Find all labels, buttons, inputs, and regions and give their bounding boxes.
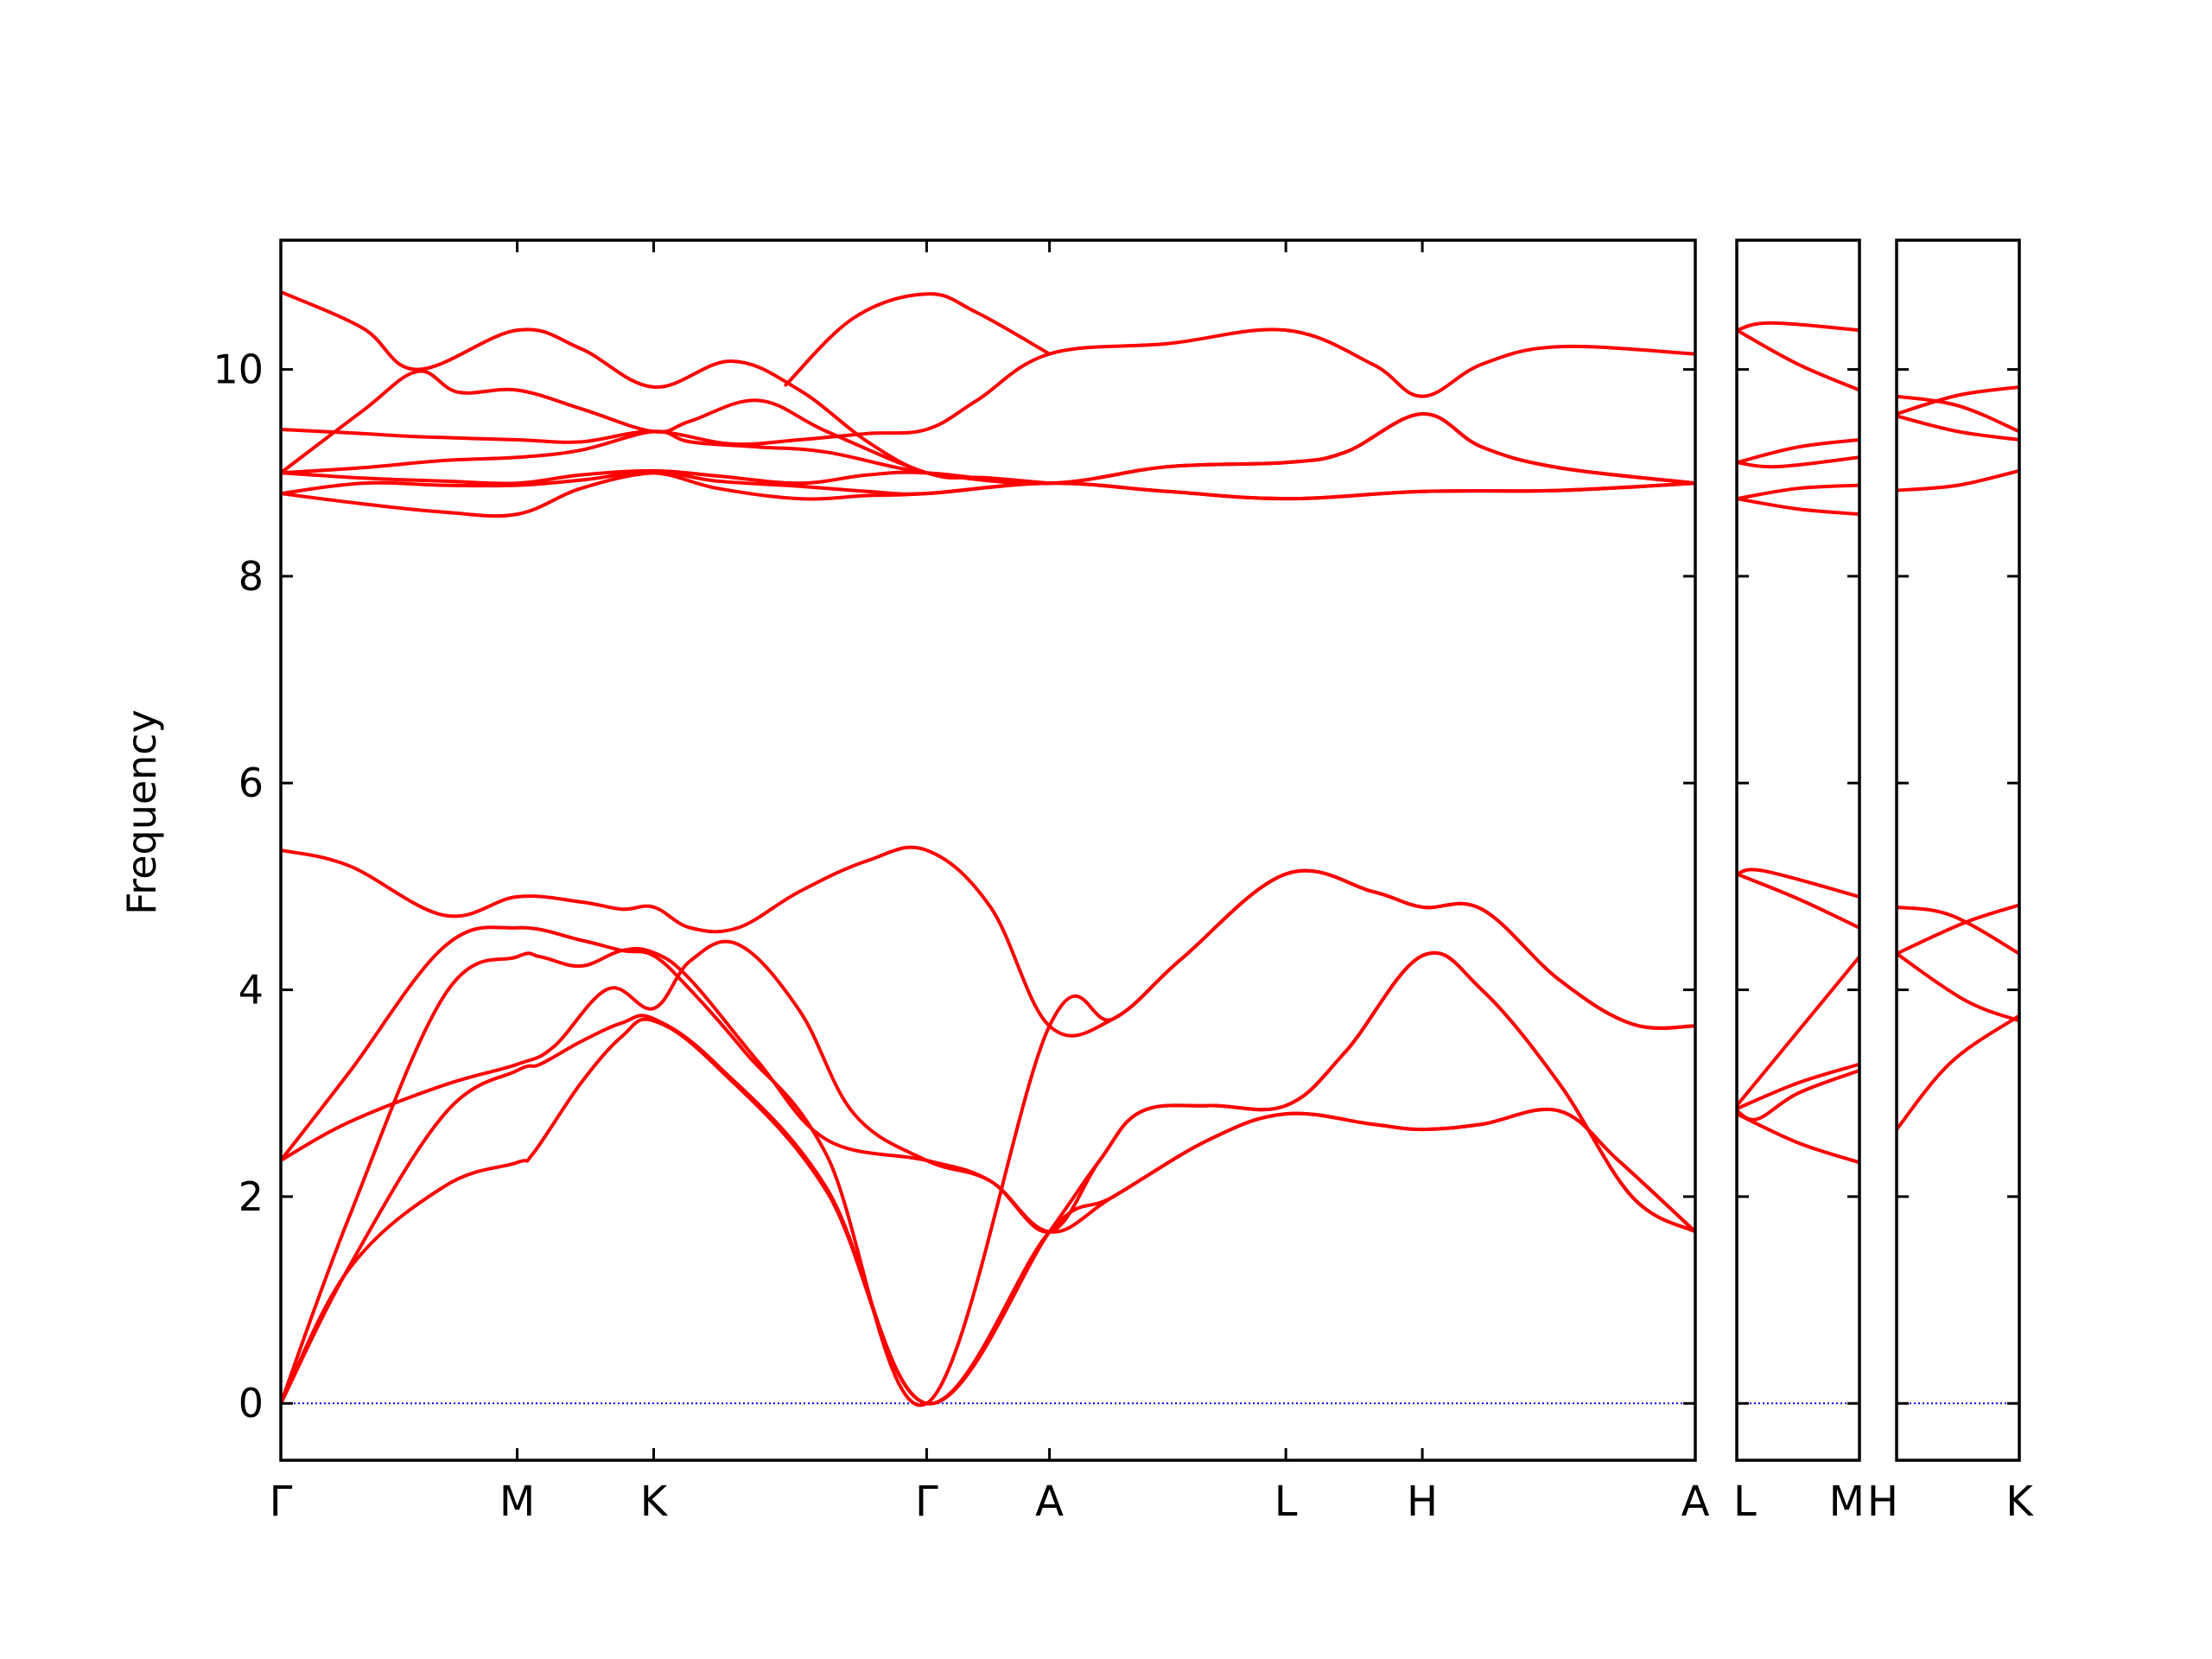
band-line-3 [1737, 1062, 1859, 1111]
x-tick-label: H [1867, 1478, 1898, 1526]
panel-frame [279, 238, 1697, 1462]
band-lines [1897, 385, 2019, 1132]
y-axis-label: Frequency [118, 709, 165, 915]
band-line-6 [1737, 868, 1859, 899]
band-line-12 [1737, 321, 1859, 333]
x-tick-label: M [1829, 1478, 1865, 1526]
y-tick-label: 2 [238, 1173, 264, 1220]
band-line-1 [281, 1017, 1695, 1406]
y-tick-label: 8 [238, 553, 264, 600]
x-tick-label: H [1407, 1478, 1438, 1526]
x-tick-label: A [1681, 1478, 1710, 1526]
band-line-11 [281, 327, 1695, 447]
band-line-4 [281, 939, 1695, 1234]
band-lines [1737, 321, 1859, 1165]
band-line-2 [1737, 1068, 1859, 1122]
band-line-5 [1737, 872, 1859, 930]
y-tick-label: 10 [213, 346, 264, 393]
band-line-4 [1897, 905, 2019, 956]
band-line-10 [281, 412, 1695, 486]
band-line-2 [1897, 951, 2019, 1023]
band-line-3 [1897, 903, 2019, 956]
band-line-1 [1897, 1014, 2019, 1132]
band-line-5 [1897, 468, 2019, 493]
band-line-8 [1897, 385, 2019, 416]
panel-frame [1895, 238, 2021, 1462]
panel-frame [1735, 238, 1861, 1462]
band-line-9 [1737, 455, 1859, 469]
y-tick-label: 6 [238, 760, 264, 806]
x-tick-label: L [1274, 1478, 1298, 1526]
band-line-10 [1737, 437, 1859, 465]
y-tick-label: 4 [238, 967, 264, 1014]
panel-main: 0 2 4 6 8 10 Γ M K Γ A L H A [213, 238, 1710, 1526]
band-line-11 [1737, 328, 1859, 392]
band-line-13 [281, 289, 1052, 486]
y-tick-label: 0 [238, 1380, 264, 1427]
x-tick-label: K [640, 1478, 669, 1526]
x-tick-label: L [1733, 1478, 1757, 1526]
x-tick-label: M [499, 1478, 535, 1526]
band-line-3 [281, 946, 1695, 1406]
band-line-7 [1737, 497, 1859, 517]
x-tick-label: Γ [270, 1478, 293, 1526]
x-tick-label: A [1035, 1478, 1064, 1526]
band-line-5 [281, 868, 1695, 1408]
band-line-7 [1897, 394, 2019, 434]
band-line-8 [1737, 483, 1859, 501]
band-line-4 [1737, 955, 1859, 1108]
band-line-6 [1897, 414, 2019, 442]
x-tick-label: K [2005, 1478, 2034, 1526]
x-tick-label: Γ [915, 1478, 938, 1526]
band-lines [281, 289, 1695, 1408]
band-line-6 [281, 845, 1695, 1038]
band-line-14 [784, 292, 1052, 387]
band-line-8 [281, 470, 1695, 501]
